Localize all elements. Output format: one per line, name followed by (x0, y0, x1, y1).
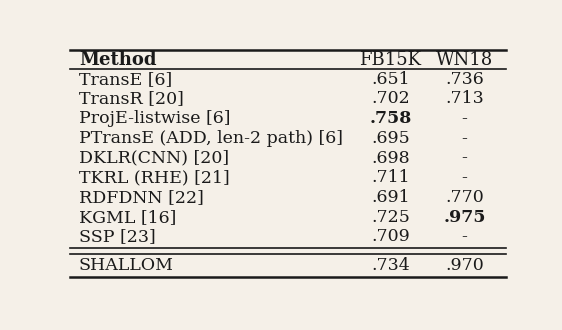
Text: -: - (461, 130, 468, 147)
Text: .975: .975 (443, 209, 486, 226)
Text: -: - (461, 228, 468, 245)
Text: .758: .758 (369, 110, 411, 127)
Text: -: - (461, 110, 468, 127)
Text: FB15K: FB15K (359, 50, 422, 69)
Text: SHALLOM: SHALLOM (79, 257, 174, 274)
Text: .709: .709 (371, 228, 410, 245)
Text: TransR [20]: TransR [20] (79, 90, 184, 108)
Text: SSP [23]: SSP [23] (79, 228, 156, 245)
Text: .970: .970 (445, 257, 484, 274)
Text: ProjE-listwise [6]: ProjE-listwise [6] (79, 110, 230, 127)
Text: RDFDNN [22]: RDFDNN [22] (79, 189, 204, 206)
Text: TransE [6]: TransE [6] (79, 71, 172, 88)
Text: .711: .711 (371, 169, 410, 186)
Text: TKRL (RHE) [21]: TKRL (RHE) [21] (79, 169, 230, 186)
Text: .695: .695 (371, 130, 410, 147)
Text: .734: .734 (371, 257, 410, 274)
Text: .698: .698 (371, 149, 410, 167)
Text: -: - (461, 149, 468, 167)
Text: Method: Method (79, 50, 156, 69)
Text: PTransE (ADD, len-2 path) [6]: PTransE (ADD, len-2 path) [6] (79, 130, 343, 147)
Text: WN18: WN18 (436, 50, 493, 69)
Text: KGML [16]: KGML [16] (79, 209, 176, 226)
Text: .725: .725 (371, 209, 410, 226)
Text: .770: .770 (445, 189, 484, 206)
Text: -: - (461, 169, 468, 186)
Text: DKLR(CNN) [20]: DKLR(CNN) [20] (79, 149, 229, 167)
Text: .702: .702 (371, 90, 410, 108)
Text: .713: .713 (445, 90, 484, 108)
Text: .651: .651 (371, 71, 410, 88)
Text: .736: .736 (445, 71, 484, 88)
Text: .691: .691 (371, 189, 410, 206)
